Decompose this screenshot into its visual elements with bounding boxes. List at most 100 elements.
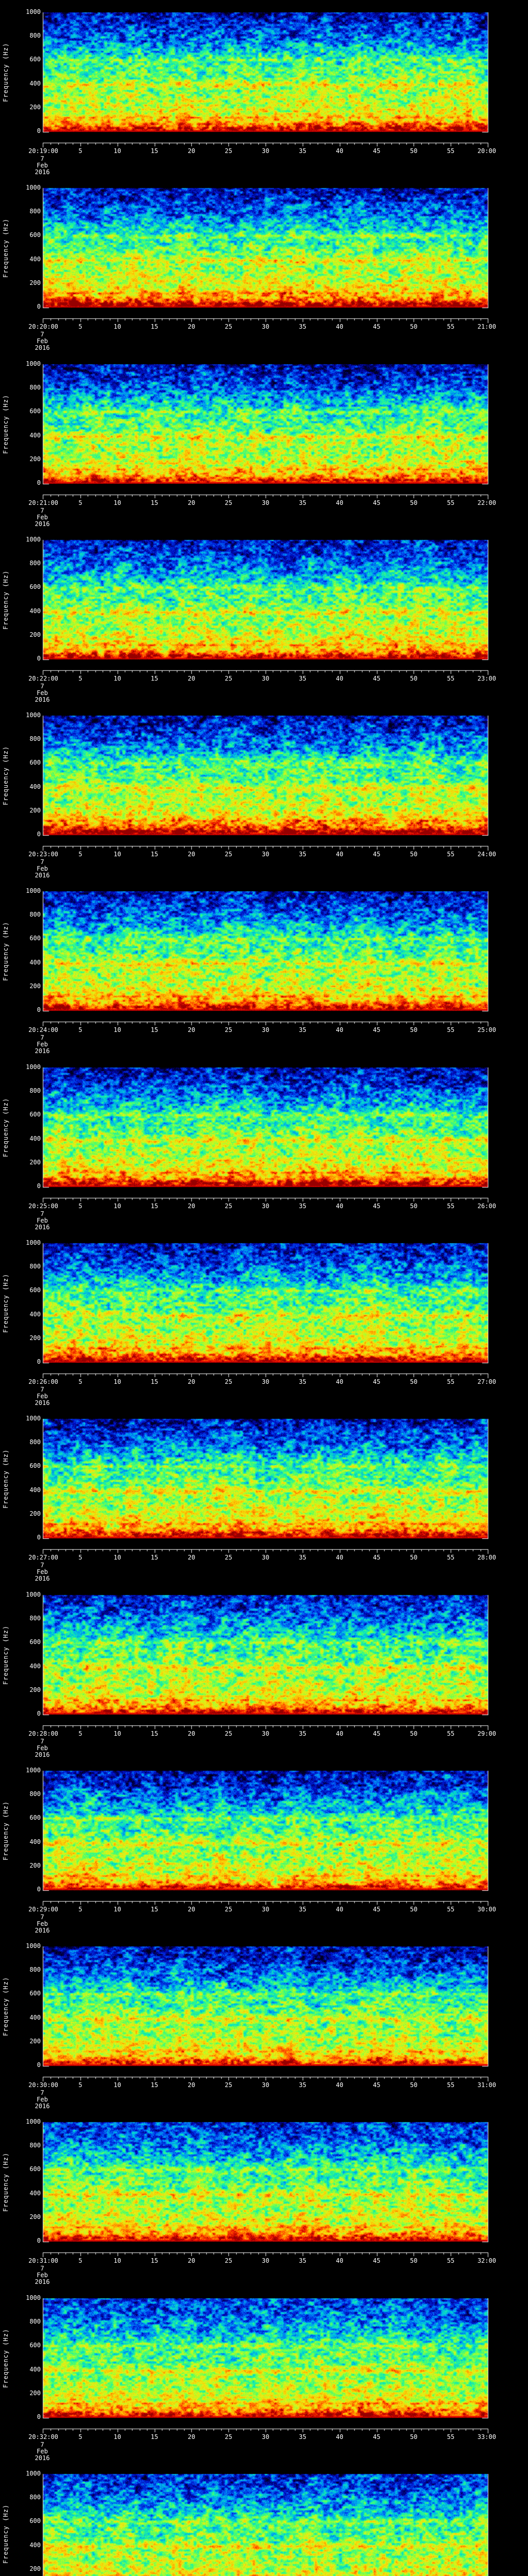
x-axis-date-month: Feb bbox=[37, 1217, 48, 1224]
y-axis-tick-label: 600 bbox=[29, 2165, 41, 2173]
y-axis-tick-label: 0 bbox=[37, 1710, 41, 1717]
x-axis-minute-label: 35 bbox=[299, 499, 307, 506]
y-axis-tick-label: 400 bbox=[29, 2190, 41, 2197]
x-axis-minute-label: 55 bbox=[447, 499, 455, 506]
x-axis-minute-label: 35 bbox=[299, 147, 307, 155]
y-axis-tick-label: 0 bbox=[37, 479, 41, 486]
x-axis-date-day: 7 bbox=[40, 1210, 44, 1217]
x-axis-minute-label: 25 bbox=[224, 1026, 233, 1033]
y-axis-tick-label: 400 bbox=[29, 2366, 41, 2373]
x-axis-minute-label: 40 bbox=[336, 851, 343, 858]
x-axis-minute-label: 40 bbox=[336, 675, 343, 682]
x-axis-minute-label: 15 bbox=[151, 2081, 158, 2089]
x-axis-minute-label: 10 bbox=[113, 2433, 121, 2441]
x-axis-minute-label: 20 bbox=[188, 1202, 195, 1210]
x-axis-start-time-label: 20:31:00 bbox=[28, 2257, 58, 2264]
x-axis-date-month: Feb bbox=[37, 2272, 48, 2279]
x-axis-minute-label: 50 bbox=[410, 1554, 418, 1561]
x-axis-minute-label: 30 bbox=[261, 1730, 270, 1737]
y-axis-tick-label: 0 bbox=[37, 1886, 41, 1893]
x-axis-date-year: 2016 bbox=[35, 168, 50, 176]
x-axis-minute-label: 5 bbox=[78, 851, 82, 858]
x-axis-minute-label: 45 bbox=[373, 1906, 381, 1913]
x-axis-date-day: 7 bbox=[40, 1034, 44, 1041]
x-axis-minute-label: 35 bbox=[299, 1730, 307, 1737]
x-axis-start-time-label: 20:24:00 bbox=[28, 1026, 58, 1033]
x-axis-minute-label: 40 bbox=[336, 1202, 343, 1210]
x-axis-minute-label: 45 bbox=[373, 147, 381, 155]
y-axis-title: Frequency (Hz) bbox=[2, 2504, 9, 2564]
y-axis-tick-label: 600 bbox=[29, 759, 41, 766]
x-axis-minute-label: 20 bbox=[188, 2257, 195, 2264]
x-axis-minute-label: 55 bbox=[447, 1554, 455, 1561]
x-axis-minute-label: 55 bbox=[447, 1202, 455, 1210]
y-axis-tick-label: 800 bbox=[29, 1615, 41, 1622]
x-axis-minute-label: 10 bbox=[113, 2257, 121, 2264]
x-axis-end-time-label: 29:00 bbox=[477, 1730, 497, 1737]
x-axis-date-day: 7 bbox=[40, 155, 44, 162]
x-axis-minute-label: 20 bbox=[188, 2433, 195, 2441]
x-axis-date-month: Feb bbox=[37, 1744, 48, 1752]
y-axis-title: Frequency (Hz) bbox=[2, 1801, 9, 1860]
y-axis-tick-label: 800 bbox=[29, 384, 41, 391]
x-axis-minute-label: 45 bbox=[373, 1378, 381, 1385]
x-axis-date-day: 7 bbox=[40, 858, 44, 866]
spectrogram-panel: Frequency (Hz) 20:22:00 23:00 7 Feb 2016… bbox=[0, 528, 528, 704]
y-axis-tick-label: 800 bbox=[29, 1087, 41, 1094]
x-axis-minute-label: 10 bbox=[113, 675, 121, 682]
y-axis-tick-label: 200 bbox=[29, 455, 41, 463]
x-axis-date-month: Feb bbox=[37, 1393, 48, 1400]
y-axis-tick-label: 1000 bbox=[26, 1063, 41, 1071]
y-axis-tick-label: 200 bbox=[29, 1159, 41, 1166]
y-axis-tick-label: 1000 bbox=[26, 711, 41, 719]
y-axis-tick-label: 200 bbox=[29, 2038, 41, 2045]
x-axis-minute-label: 30 bbox=[261, 2433, 270, 2441]
spectrogram-panel: Frequency (Hz) 20:30:00 31:00 7 Feb 2016… bbox=[0, 1934, 528, 2110]
x-axis-minute-label: 50 bbox=[410, 1906, 418, 1913]
spectrogram-panel: Frequency (Hz) 20:27:00 28:00 7 Feb 2016… bbox=[0, 1406, 528, 1583]
y-axis-tick-label: 800 bbox=[29, 560, 41, 567]
x-axis-minute-label: 55 bbox=[447, 2257, 455, 2264]
x-axis-minute-label: 20 bbox=[188, 499, 195, 506]
y-axis-tick-label: 1000 bbox=[26, 184, 41, 191]
x-axis-minute-label: 40 bbox=[336, 1906, 343, 1913]
y-axis-tick-label: 600 bbox=[29, 2342, 41, 2349]
y-axis-tick-label: 200 bbox=[29, 1862, 41, 1869]
x-axis-minute-label: 20 bbox=[188, 1378, 195, 1385]
x-axis-minute-label: 35 bbox=[299, 2081, 307, 2089]
x-axis-date-year: 2016 bbox=[35, 2278, 50, 2285]
x-axis-minute-label: 35 bbox=[299, 323, 307, 330]
spectrogram-panel: Frequency (Hz) 20:26:00 27:00 7 Feb 2016… bbox=[0, 1231, 528, 1407]
spectrogram-panel: Frequency (Hz) 20:23:00 24:00 7 Feb 2016… bbox=[0, 703, 528, 879]
x-axis-minute-label: 55 bbox=[447, 323, 455, 330]
spectrogram-canvas bbox=[0, 1406, 528, 1583]
x-axis-minute-label: 15 bbox=[151, 1202, 158, 1210]
spectrogram-panel: Frequency (Hz) 20:25:00 26:00 7 Feb 2016… bbox=[0, 1055, 528, 1231]
x-axis-date-year: 2016 bbox=[35, 696, 50, 703]
y-axis-tick-label: 200 bbox=[29, 279, 41, 286]
y-axis-title: Frequency (Hz) bbox=[2, 1449, 9, 1509]
x-axis-minute-label: 55 bbox=[447, 1378, 455, 1385]
x-axis-end-time-label: 21:00 bbox=[477, 323, 497, 330]
x-axis-minute-label: 50 bbox=[410, 323, 418, 330]
x-axis-end-time-label: 28:00 bbox=[477, 1554, 497, 1561]
x-axis-minute-label: 40 bbox=[336, 1730, 343, 1737]
x-axis-minute-label: 40 bbox=[336, 2433, 343, 2441]
x-axis-minute-label: 15 bbox=[151, 675, 158, 682]
x-axis-start-time-label: 20:28:00 bbox=[28, 1730, 58, 1737]
y-axis-tick-label: 0 bbox=[37, 1358, 41, 1365]
y-axis-title: Frequency (Hz) bbox=[2, 394, 9, 454]
x-axis-minute-label: 15 bbox=[151, 851, 158, 858]
x-axis-date-year: 2016 bbox=[35, 2103, 50, 2110]
x-axis-minute-label: 35 bbox=[299, 1906, 307, 1913]
x-axis-end-time-label: 31:00 bbox=[477, 2081, 497, 2089]
y-axis-tick-label: 800 bbox=[29, 1966, 41, 1973]
x-axis-end-time-label: 33:00 bbox=[477, 2433, 497, 2441]
x-axis-minute-label: 10 bbox=[113, 2081, 121, 2089]
x-axis-minute-label: 45 bbox=[373, 1202, 381, 1210]
y-axis-tick-label: 800 bbox=[29, 32, 41, 39]
x-axis-minute-label: 5 bbox=[78, 675, 82, 682]
x-axis-date-month: Feb bbox=[37, 162, 48, 169]
x-axis-date-day: 7 bbox=[40, 683, 44, 690]
y-axis-tick-label: 800 bbox=[29, 735, 41, 742]
